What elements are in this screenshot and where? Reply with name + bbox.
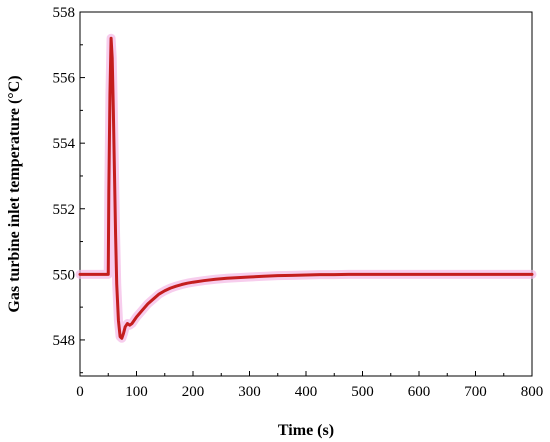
axis-ticks: 0 100 200 300 400 500 600 700 800 548 550 552 554 556… <box>53 5 544 400</box>
y-tick-label: 552 <box>53 202 76 218</box>
x-tick-label: 300 <box>238 384 261 400</box>
series-layer <box>75 33 537 343</box>
x-tick-label: 800 <box>521 384 544 400</box>
y-tick-label: 554 <box>53 136 76 152</box>
y-tick-label: 558 <box>53 5 76 21</box>
plot-frame <box>79 11 533 377</box>
x-tick-label: 500 <box>351 384 374 400</box>
x-tick-label: 100 <box>125 384 148 400</box>
x-tick-label: 200 <box>182 384 205 400</box>
series-glow <box>75 33 537 343</box>
x-tick-label: 600 <box>408 384 431 400</box>
x-axis-title: Time (s) <box>278 422 334 439</box>
y-tick-label: 556 <box>53 71 76 87</box>
x-tick-label: 400 <box>295 384 318 400</box>
y-tick-label: 550 <box>53 267 76 283</box>
x-tick-label: 700 <box>464 384 487 400</box>
series-line <box>78 36 534 340</box>
y-axis-title: Gas turbine inlet temperature (°C) <box>6 75 23 312</box>
y-tick-label: 548 <box>53 333 76 349</box>
x-tick-label: 0 <box>76 384 84 400</box>
